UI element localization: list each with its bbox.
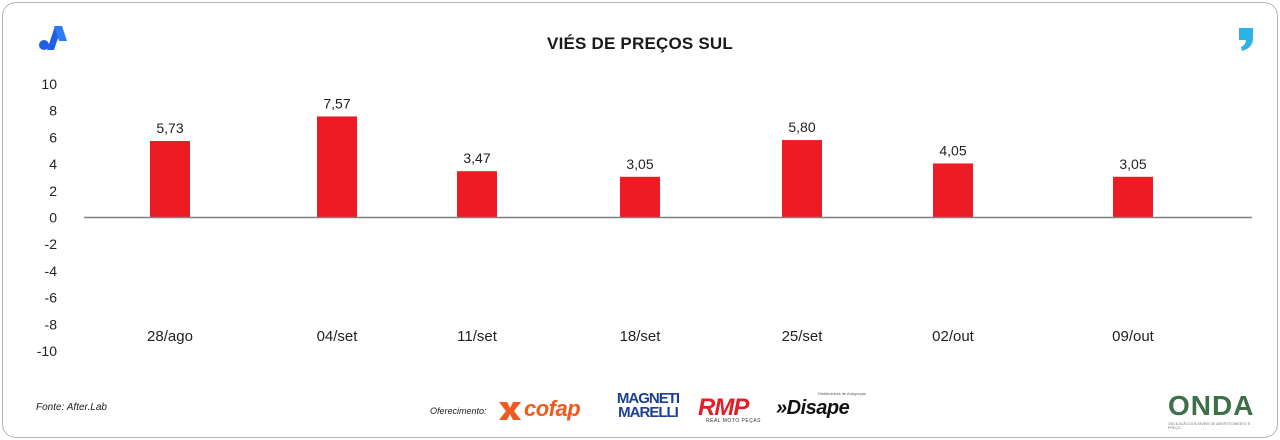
data-label: 4,05 <box>939 142 966 158</box>
y-tick-label: -2 <box>45 236 58 252</box>
onda-logo-subtitle: OSCILAÇÃO DOS NÍVEIS DE AMORTECIMENTO E … <box>1168 422 1251 430</box>
bar <box>782 140 822 218</box>
marelli-line: MARELLI <box>618 404 679 421</box>
x-tick-label: 28/ago <box>147 328 193 345</box>
data-label: 3,05 <box>626 156 653 172</box>
data-label: 3,05 <box>1119 156 1146 172</box>
bar <box>457 171 497 218</box>
y-tick-label: 0 <box>49 210 57 226</box>
sponsor-magneti-marelli: MAGNETI MARELLI <box>614 390 682 421</box>
y-tick-label: 4 <box>49 156 57 172</box>
y-tick-label: 10 <box>41 76 57 92</box>
brand-a-logo-icon <box>38 24 68 57</box>
x-tick-label: 11/set <box>457 328 498 345</box>
x-tick-label: 18/set <box>620 328 662 345</box>
cofap-logo-icon <box>497 400 523 427</box>
bar <box>1113 176 1153 218</box>
x-tick-label: 02/out <box>932 328 975 345</box>
bar <box>933 163 973 218</box>
x-tick-label: 25/set <box>782 328 824 345</box>
x-tick-label: 09/out <box>1112 328 1155 345</box>
y-tick-label: -10 <box>37 343 57 359</box>
data-label: 5,80 <box>788 119 815 135</box>
bar <box>317 116 357 218</box>
magneti-line: MAGNETI <box>616 390 680 407</box>
sponsor-cofap: cofap <box>524 396 581 421</box>
y-tick-label: 8 <box>49 103 57 119</box>
y-tick-label: -4 <box>45 263 58 279</box>
data-label: 5,73 <box>156 120 183 136</box>
bar <box>620 176 660 218</box>
sponsor-disape-subtitle: Distribuidora de Autopeças <box>818 391 866 396</box>
y-tick-label: -6 <box>45 290 58 306</box>
onda-logo: ONDA <box>1168 390 1255 421</box>
source-note: Fonte: After.Lab <box>36 402 107 413</box>
data-label: 7,57 <box>323 95 350 111</box>
x-tick-label: 04/set <box>317 328 359 345</box>
sponsor-rmp-subtitle: REAL MOTO PEÇAS <box>706 418 762 424</box>
y-tick-label: -8 <box>45 316 58 332</box>
data-label: 3,47 <box>463 150 490 166</box>
comma-logo-icon <box>1236 26 1256 57</box>
y-tick-label: 2 <box>49 183 57 199</box>
sponsor-label: Oferecimento: <box>430 406 487 416</box>
chart-title: VIÉS DE PREÇOS SUL <box>547 34 733 53</box>
bar <box>150 141 190 218</box>
sponsor-disape: »Disape <box>776 397 850 419</box>
y-tick-label: 6 <box>49 129 57 145</box>
sponsor-rmp: RMP <box>698 394 749 421</box>
